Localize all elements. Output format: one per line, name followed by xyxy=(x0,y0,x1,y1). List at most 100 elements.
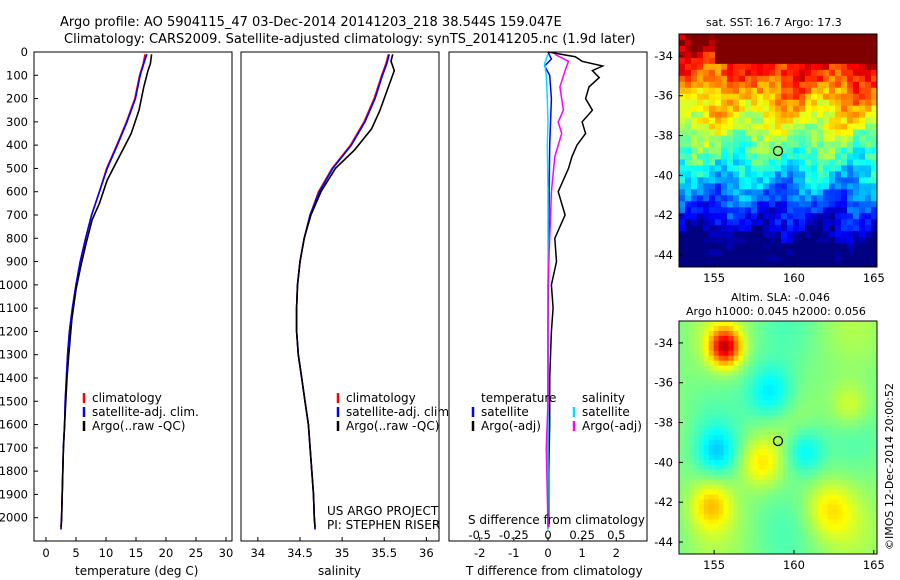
sla-cell xyxy=(857,335,863,342)
sst-cell xyxy=(823,249,830,256)
sla-cell xyxy=(748,539,754,545)
sst-cell xyxy=(721,81,728,89)
sla-map-frame xyxy=(678,320,878,555)
sla-cell xyxy=(787,489,794,496)
sst-cell xyxy=(841,51,848,59)
sla-cell xyxy=(683,454,690,461)
sst-cell xyxy=(679,111,686,119)
depth-tick-label: 0 xyxy=(21,45,28,59)
sst-cell xyxy=(721,34,728,41)
sst-cell xyxy=(817,87,824,95)
sla-cell xyxy=(738,335,744,342)
sla-cell xyxy=(787,469,794,476)
sla-cell xyxy=(837,435,843,441)
sla-cell xyxy=(713,345,720,352)
sla-cell xyxy=(743,405,749,411)
sla-cell xyxy=(817,335,824,342)
sla-cell xyxy=(817,464,824,471)
sla-cell xyxy=(827,385,834,392)
sla-cell xyxy=(802,509,809,515)
sst-cell xyxy=(721,225,728,232)
sla-cell xyxy=(857,385,863,392)
sla-cell xyxy=(738,454,744,461)
sst-cell xyxy=(703,123,710,131)
sla-cell xyxy=(782,499,789,506)
sla-cell xyxy=(787,459,794,466)
sla-cell xyxy=(693,425,700,431)
sst-cell xyxy=(727,219,734,226)
sst-cell xyxy=(733,69,740,77)
sst-cell xyxy=(793,87,800,95)
sla-cell xyxy=(782,340,789,347)
sst-cell xyxy=(841,261,848,267)
sla-cell xyxy=(753,444,759,451)
sst-cell xyxy=(817,57,824,65)
sla-cell xyxy=(802,370,809,377)
sla-cell xyxy=(723,509,730,515)
sst-cell xyxy=(775,231,782,238)
sla-cell xyxy=(807,474,814,481)
sla-cell xyxy=(827,494,834,501)
sla-cell xyxy=(837,385,843,392)
sst-cell xyxy=(769,135,776,143)
sla-cell xyxy=(802,484,809,491)
sst-cell xyxy=(697,117,704,125)
sla-cell xyxy=(723,514,730,520)
sla-cell xyxy=(753,439,759,446)
sla-cell xyxy=(852,479,858,486)
sla-cell xyxy=(733,539,739,545)
figure-title-line2: Climatology: CARS2009. Satellite-adjuste… xyxy=(64,32,636,47)
sst-cell xyxy=(703,231,710,238)
sst-cell xyxy=(709,207,716,214)
sla-cell xyxy=(713,514,720,520)
sla-cell xyxy=(753,345,759,352)
sla-cell xyxy=(827,420,834,426)
sla-cell xyxy=(802,504,809,510)
sla-cell xyxy=(688,529,695,535)
sst-cell xyxy=(817,34,824,41)
sla-cell xyxy=(797,355,804,362)
sla-cell xyxy=(778,325,784,332)
sla-cell xyxy=(852,489,858,496)
sla-cell xyxy=(862,340,868,347)
sst-cell xyxy=(727,165,734,173)
sst-cell xyxy=(817,129,824,137)
sst-cell xyxy=(751,255,758,262)
sst-cell xyxy=(769,189,776,196)
sla-cell xyxy=(817,325,824,332)
sla-cell xyxy=(827,544,834,550)
sst-cell xyxy=(685,165,692,173)
sla-cell xyxy=(698,385,705,392)
sla-cell xyxy=(703,425,710,431)
sla-cell xyxy=(782,544,789,550)
sst-cell xyxy=(697,63,704,71)
sla-cell xyxy=(857,405,863,411)
sla-cell xyxy=(842,514,848,520)
sla-cell xyxy=(679,350,685,357)
sla-cell xyxy=(763,380,769,387)
sst-cell xyxy=(859,147,866,155)
sla-cell xyxy=(787,390,794,396)
sla-cell xyxy=(768,449,774,456)
sla-cell xyxy=(688,489,695,496)
sla-cell xyxy=(753,330,759,337)
sst-cell xyxy=(727,105,734,113)
sla-cell xyxy=(832,509,838,515)
sst-cell xyxy=(871,129,877,137)
sla-cell xyxy=(753,335,759,342)
sla-cell xyxy=(683,405,690,411)
sst-cell xyxy=(847,255,854,262)
sla-cell xyxy=(679,365,685,372)
sla-cell xyxy=(787,355,794,362)
sla-cell xyxy=(817,330,824,337)
map-y-tick-label: -34 xyxy=(654,49,673,63)
sst-cell xyxy=(793,69,800,77)
sla-cell xyxy=(698,469,705,476)
sla-cell xyxy=(872,479,877,486)
sst-cell xyxy=(733,141,740,149)
sst-cell xyxy=(799,51,806,59)
sla-cell xyxy=(778,444,784,451)
sla-cell xyxy=(867,479,873,486)
sst-cell xyxy=(775,63,782,71)
sla-cell xyxy=(748,464,754,471)
